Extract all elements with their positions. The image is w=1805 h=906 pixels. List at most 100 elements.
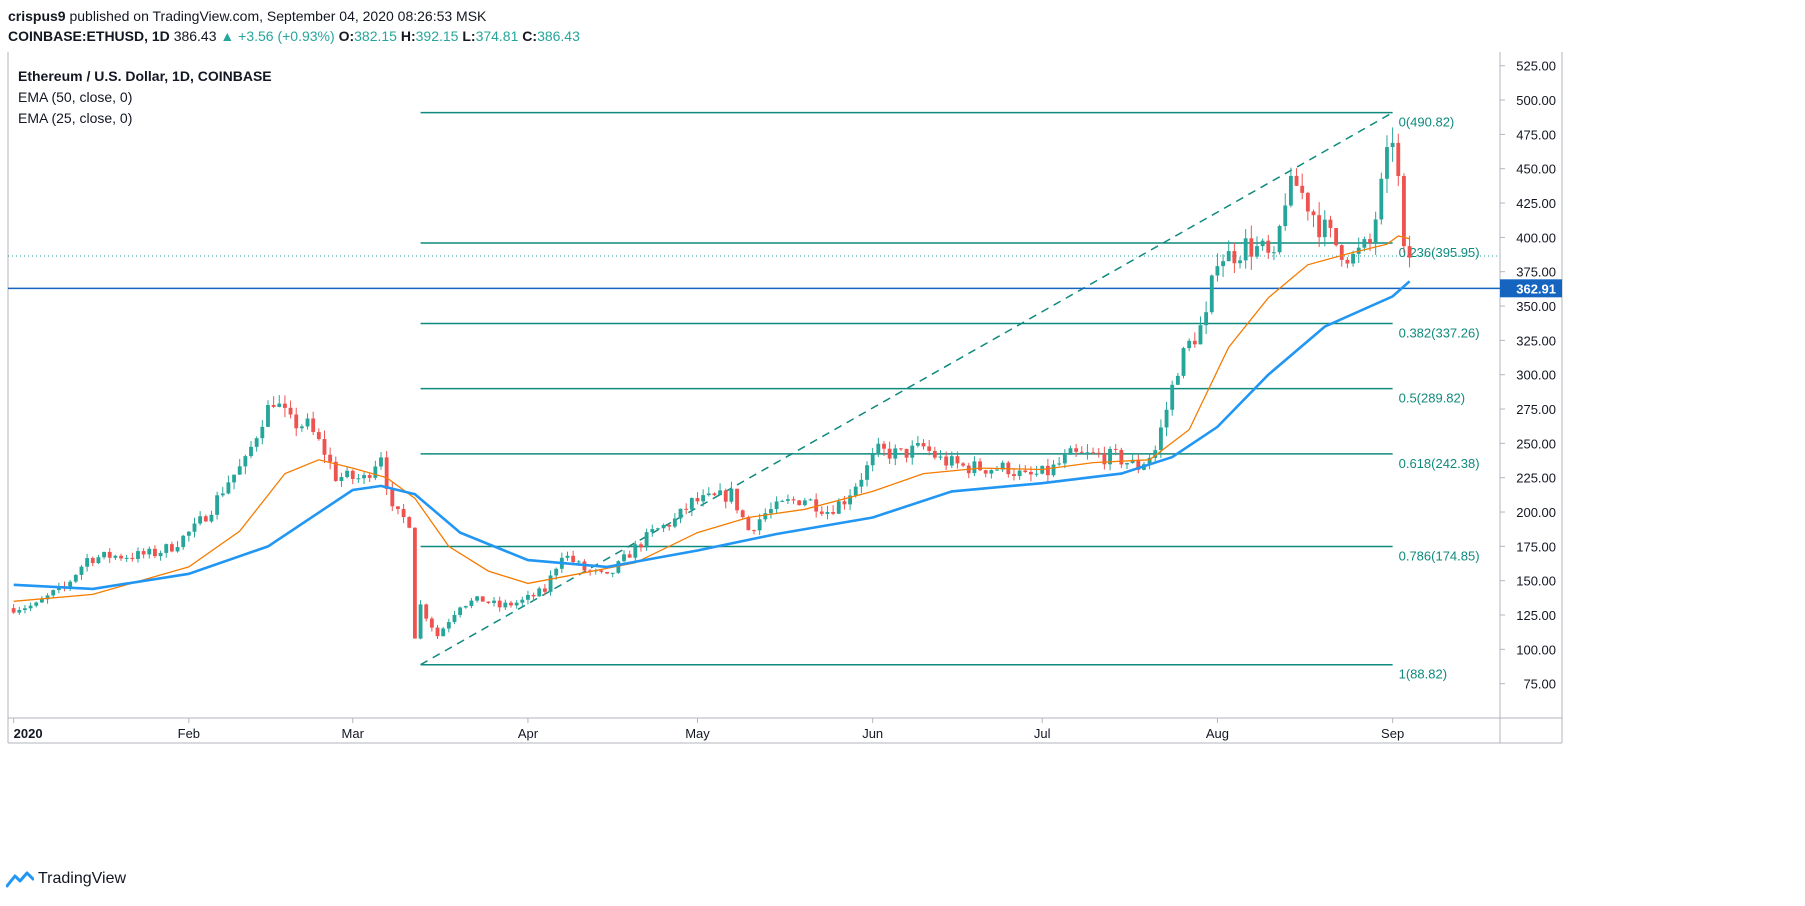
candle-body[interactable] xyxy=(237,466,242,475)
candle-body[interactable] xyxy=(1074,448,1079,452)
candle-body[interactable] xyxy=(876,443,881,455)
candle-body[interactable] xyxy=(107,551,112,558)
candle-body[interactable] xyxy=(45,595,50,600)
candle-body[interactable] xyxy=(299,426,304,429)
candle-body[interactable] xyxy=(701,495,706,502)
candle-body[interactable] xyxy=(384,457,389,489)
candle-body[interactable] xyxy=(51,590,56,596)
candle-body[interactable] xyxy=(1023,470,1028,473)
candle-body[interactable] xyxy=(899,448,903,450)
candle-body[interactable] xyxy=(186,531,191,536)
candle-body[interactable] xyxy=(497,600,502,608)
candle-body[interactable] xyxy=(469,600,474,607)
candle-body[interactable] xyxy=(435,627,440,637)
candle-body[interactable] xyxy=(1215,266,1220,276)
candle-body[interactable] xyxy=(514,602,519,606)
candle-body[interactable] xyxy=(882,443,886,449)
candle-body[interactable] xyxy=(865,465,869,480)
candle-body[interactable] xyxy=(1125,462,1129,465)
candle-body[interactable] xyxy=(1283,205,1288,227)
candle-body[interactable] xyxy=(243,456,248,467)
candle-body[interactable] xyxy=(712,493,717,496)
candle-body[interactable] xyxy=(616,561,621,573)
candle-body[interactable] xyxy=(656,528,660,530)
candle-body[interactable] xyxy=(526,594,530,600)
candle-body[interactable] xyxy=(1170,384,1175,410)
candle-body[interactable] xyxy=(339,477,344,481)
candle-body[interactable] xyxy=(249,446,253,457)
candle-body[interactable] xyxy=(1119,449,1124,465)
candle-body[interactable] xyxy=(294,414,299,429)
candle-body[interactable] xyxy=(1238,260,1242,264)
candle-body[interactable] xyxy=(1062,454,1067,464)
candle-body[interactable] xyxy=(757,519,762,531)
candle-body[interactable] xyxy=(192,523,197,532)
candle-body[interactable] xyxy=(452,614,457,623)
candle-body[interactable] xyxy=(1351,253,1355,264)
candle-body[interactable] xyxy=(915,443,920,446)
candle-body[interactable] xyxy=(1029,472,1033,475)
candle-body[interactable] xyxy=(446,622,451,629)
candle-body[interactable] xyxy=(740,510,745,518)
candle-body[interactable] xyxy=(927,446,932,451)
candle-body[interactable] xyxy=(983,470,988,474)
candle-body[interactable] xyxy=(893,448,898,459)
candle-body[interactable] xyxy=(1328,219,1333,229)
candle-body[interactable] xyxy=(791,499,796,501)
candle-body[interactable] xyxy=(153,548,157,557)
candle-body[interactable] xyxy=(1288,175,1293,206)
candle-body[interactable] xyxy=(819,511,824,514)
candle-body[interactable] xyxy=(887,448,892,459)
candle-body[interactable] xyxy=(1322,219,1327,238)
candle-body[interactable] xyxy=(1379,178,1384,220)
candle-body[interactable] xyxy=(599,570,604,572)
ema25-line[interactable] xyxy=(13,235,1410,602)
candle-body[interactable] xyxy=(418,604,423,639)
candle-body[interactable] xyxy=(17,610,22,613)
candle-body[interactable] xyxy=(780,500,785,502)
candle-body[interactable] xyxy=(814,499,819,512)
candle-body[interactable] xyxy=(1000,462,1005,470)
candle-body[interactable] xyxy=(130,557,135,560)
candle-body[interactable] xyxy=(1255,246,1259,257)
candle-body[interactable] xyxy=(932,450,937,458)
candle-body[interactable] xyxy=(774,501,779,510)
candle-body[interactable] xyxy=(158,552,163,557)
candle-body[interactable] xyxy=(1277,226,1282,253)
candle-body[interactable] xyxy=(28,605,33,609)
candle-body[interactable] xyxy=(441,628,446,637)
candle-body[interactable] xyxy=(610,572,615,574)
candle-body[interactable] xyxy=(650,529,655,533)
candle-body[interactable] xyxy=(1226,251,1231,262)
candle-body[interactable] xyxy=(362,475,366,479)
candle-body[interactable] xyxy=(639,544,643,548)
candle-body[interactable] xyxy=(215,495,220,515)
candle-body[interactable] xyxy=(288,407,293,415)
candle-body[interactable] xyxy=(1249,238,1254,257)
candle-body[interactable] xyxy=(396,506,400,509)
candle-body[interactable] xyxy=(955,456,960,464)
candle-body[interactable] xyxy=(1266,240,1271,253)
candle-body[interactable] xyxy=(401,508,406,518)
candle-body[interactable] xyxy=(1096,452,1101,454)
candle-body[interactable] xyxy=(1221,261,1225,267)
candle-body[interactable] xyxy=(458,607,463,615)
candle-body[interactable] xyxy=(627,554,632,558)
author-name[interactable]: crispus9 xyxy=(8,8,66,24)
candle-body[interactable] xyxy=(1153,450,1158,458)
candle-body[interactable] xyxy=(706,493,711,496)
candle-body[interactable] xyxy=(1158,427,1163,451)
candle-body[interactable] xyxy=(11,608,16,613)
candle-body[interactable] xyxy=(141,551,146,555)
candle-body[interactable] xyxy=(1130,459,1135,463)
candle-body[interactable] xyxy=(995,469,999,471)
candle-body[interactable] xyxy=(1147,457,1152,465)
candle-body[interactable] xyxy=(1079,451,1084,453)
candle-body[interactable] xyxy=(169,544,174,552)
candle-body[interactable] xyxy=(1198,325,1203,345)
candle-body[interactable] xyxy=(718,490,723,496)
candle-body[interactable] xyxy=(944,456,949,466)
candle-body[interactable] xyxy=(181,535,186,548)
candle-body[interactable] xyxy=(689,498,694,510)
legend-ema25[interactable]: EMA (25, close, 0) xyxy=(18,110,133,126)
